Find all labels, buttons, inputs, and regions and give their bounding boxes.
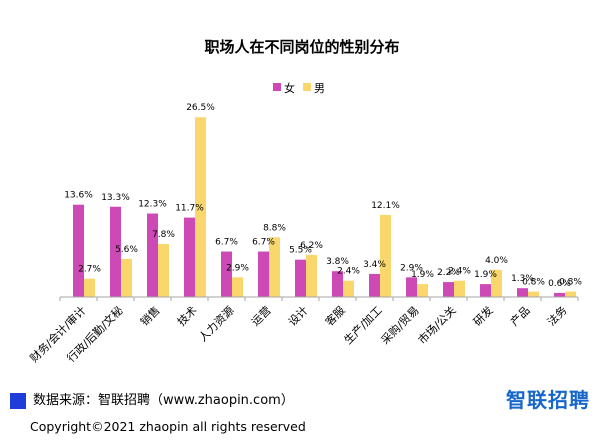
x-axis-ticks <box>59 297 579 301</box>
legend: 女 男 <box>273 81 325 95</box>
data-label-female: 6.7% <box>215 238 238 248</box>
category-label: 人力资源 <box>196 303 237 344</box>
data-label-female: 3.8% <box>326 257 349 267</box>
bar-female <box>554 292 565 297</box>
data-label-female: 13.6% <box>64 191 93 201</box>
bar-male <box>269 237 280 297</box>
data-label-male: 26.5% <box>186 103 215 113</box>
data-label-male: 2.9% <box>226 263 249 273</box>
category-label: 客服 <box>322 303 347 328</box>
bar-female <box>295 259 306 297</box>
bar-male <box>195 117 206 297</box>
data-label-male: 0.8% <box>559 278 582 288</box>
data-label-male: 5.6% <box>115 245 138 255</box>
brand-logo: 智联招聘 <box>506 388 590 412</box>
footer-bar: 数据来源：智联招聘（www.zhaopin.com） 智联招聘 <box>0 389 604 416</box>
category-label: 市场/公关 <box>415 303 459 347</box>
legend-label-female: 女 <box>284 81 295 95</box>
category-label: 产品 <box>507 303 532 328</box>
data-label-female: 2.2% <box>437 268 460 278</box>
data-label-male: 7.8% <box>152 230 175 240</box>
data-label-female: 11.7% <box>175 204 204 214</box>
copyright-text: Copyright©2021 zhaopin all rights reserv… <box>30 419 306 434</box>
legend-label-male: 男 <box>314 82 325 95</box>
bar-female <box>73 204 84 297</box>
data-label-male: 8.8% <box>263 223 286 233</box>
category-label: 运营 <box>248 303 273 328</box>
legend-swatch-male <box>303 83 311 91</box>
data-label-male: 12.1% <box>371 201 400 211</box>
bar-male <box>528 291 539 297</box>
bar-male <box>158 244 169 297</box>
data-label-female: 6.7% <box>252 238 275 248</box>
data-label-female: 1.9% <box>474 270 497 280</box>
value-labels: 13.6% 2.7% 13.3% 5.6% 12.3% 7.8% 11.7% 26.5% 6.7… <box>64 103 582 289</box>
bar-female <box>221 251 232 297</box>
bar-male <box>306 254 317 297</box>
data-label-male: 6.2% <box>300 241 323 251</box>
source-text: 数据来源：智联招聘（www.zhaopin.com） <box>33 393 294 408</box>
bar-female <box>147 213 158 297</box>
bar-female <box>443 282 454 297</box>
data-label-male: 2.4% <box>337 267 360 277</box>
category-label: 技术 <box>175 304 200 329</box>
data-label-female: 1.3% <box>511 274 534 284</box>
bar-female <box>184 217 195 297</box>
source-marker <box>10 393 26 409</box>
bar-male <box>565 291 576 297</box>
bar-male <box>454 280 465 297</box>
data-label-male: 0.8% <box>522 278 545 288</box>
bar-female <box>332 271 343 297</box>
bar-male <box>491 269 502 297</box>
bar-female <box>480 284 491 297</box>
category-label: 设计 <box>286 304 311 329</box>
category-label: 采购/贸易 <box>378 303 422 347</box>
legend-swatch-female <box>273 83 281 91</box>
bar-male <box>84 278 95 297</box>
chart-title: 职场人在不同岗位的性别分布 <box>204 38 399 56</box>
data-label-male: 1.9% <box>411 270 434 280</box>
data-label-female: 3.4% <box>363 260 386 270</box>
category-label: 法务 <box>544 303 569 328</box>
bar-male <box>380 214 391 297</box>
data-label-female: 5.5% <box>289 246 312 256</box>
bar-female <box>110 206 121 297</box>
bar-female <box>406 277 417 297</box>
bar-male <box>121 259 132 297</box>
bars <box>73 117 576 297</box>
data-label-male: 2.7% <box>78 265 101 275</box>
data-label-female: 2.9% <box>400 263 423 273</box>
data-label-male: 2.4% <box>448 267 471 277</box>
bar-female <box>369 273 380 297</box>
data-label-female: 13.3% <box>101 193 130 203</box>
bar-male <box>343 280 354 297</box>
bar-male <box>232 277 243 297</box>
bar-chart: 职场人在不同岗位的性别分布 女 男 13.6% 2.7% 13.3% 5.6% 12.3… <box>27 38 583 365</box>
category-label: 生产/加工 <box>341 303 385 347</box>
category-label: 销售 <box>137 303 162 328</box>
data-label-female: 0.6% <box>548 279 571 289</box>
data-label-male: 4.0% <box>485 256 508 266</box>
bar-female <box>517 288 528 297</box>
bar-female <box>258 251 269 297</box>
category-label: 研发 <box>470 303 495 328</box>
bar-male <box>417 284 428 297</box>
data-label-female: 12.3% <box>138 200 167 210</box>
